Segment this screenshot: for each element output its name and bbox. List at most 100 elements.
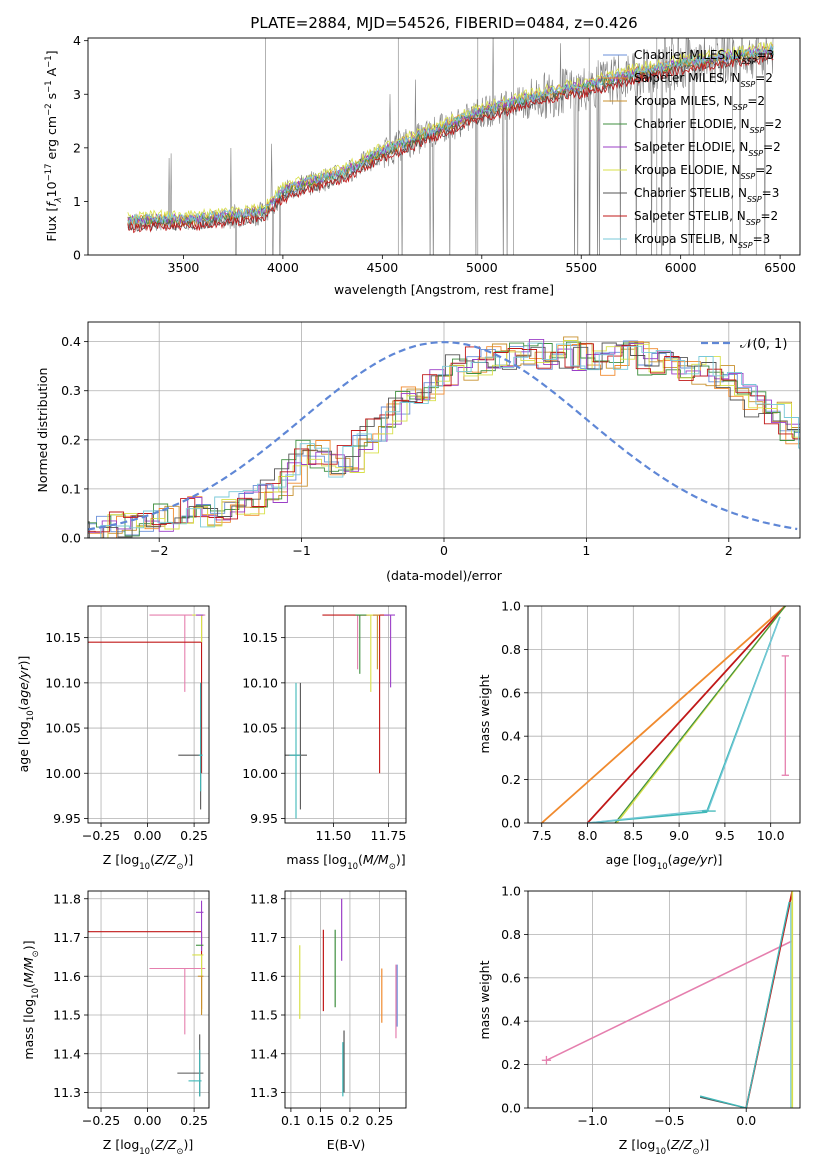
errorbar-cross [178, 682, 203, 810]
legend-label: Kroupa ELODIE, NSSP=2 [634, 163, 773, 181]
x-tick-label: −2 [150, 543, 168, 558]
errorbar-cross [188, 1049, 202, 1097]
y-tick-label: 11.8 [250, 891, 278, 906]
age_vs_mass-plot-area [285, 606, 406, 823]
residuals-frame: −2 −1 0 1 2 0.0 0.1 0.2 0.3 0.4 𝒩(0, 1) [61, 321, 801, 558]
errorbar-cross [289, 682, 301, 819]
y-tick-label: 3 [73, 87, 81, 102]
legend-label: Salpeter ELODIE, NSSP=2 [634, 140, 781, 158]
y-tick-label: 0 [73, 248, 81, 263]
y-tick-label: 0.2 [61, 432, 81, 447]
age_vs_Z-axes: −0.25 0.00 0.25 9.95 10.00 10.05 10.10 10.15 [45, 605, 210, 843]
y-tick-label: 11.4 [250, 1046, 278, 1061]
y-tick-label: 10.05 [45, 721, 81, 736]
y-tick-label: 11.4 [53, 1046, 81, 1061]
x-tick-label: 6500 [764, 260, 796, 275]
x-tick-label: 8.5 [623, 828, 643, 843]
spectrum-legend: Chabrier MILES, NSSP=3 Salpeter MILES, NS… [603, 48, 782, 250]
axes-frame [87, 605, 210, 824]
ageMass-xlabel: mass [log10(M/M⊙)] [286, 852, 405, 872]
weight_vs_Z-frame: −1.0 −0.5 0.0 0.0 0.2 0.4 0.6 0.8 1.0 [501, 884, 801, 1128]
axes-frame [527, 605, 801, 824]
y-tick-label: 0.3 [61, 383, 81, 398]
age_vs_Z-plot-area [88, 606, 209, 823]
y-tick-label: 9.95 [53, 811, 81, 826]
y-tick-label: 0.1 [61, 481, 81, 496]
hist-step-salpeter-miles [88, 341, 800, 538]
y-tick-label: 0.8 [501, 642, 521, 657]
legend-label: Kroupa MILES, NSSP=2 [634, 94, 765, 112]
residuals-xlabel: (data-model)/error [386, 568, 503, 583]
weight-line [541, 606, 786, 823]
y-tick-label: 11.8 [53, 891, 81, 906]
x-tick-label: 4000 [267, 260, 299, 275]
errorbar-cross [359, 614, 376, 692]
x-tick-label: 8.0 [578, 828, 598, 843]
axes-frame [87, 890, 210, 1109]
spectrum-ylabel: Flux [fλ10−17 erg cm−2 s−1 A−1] [44, 50, 64, 241]
x-tick-label: 10.0 [757, 828, 785, 843]
x-tick-label: 0 [440, 543, 448, 558]
weightAge-xlabel: age [log10(age/yr)] [606, 852, 723, 872]
y-tick-label: 1.0 [501, 599, 521, 614]
weightZ-line [699, 901, 790, 1108]
weightAge-ylabel: mass weight [477, 674, 492, 753]
spectrum-frame: 3500 4000 4500 5000 5500 6000 6500 0 1 2 3 4 Chabrie… [73, 33, 801, 275]
spectrum-xlabel: wavelength [Angstrom, rest frame] [334, 282, 554, 297]
y-tick-label: 1.0 [501, 884, 521, 899]
mass_vs_Z-plot-area [88, 891, 209, 1108]
y-tick-label: 0.2 [501, 772, 521, 787]
y-tick-label: 0.6 [501, 685, 521, 700]
x-tick-label: −0.25 [82, 1113, 120, 1128]
figure-title: PLATE=2884, MJD=54526, FIBERID=0484, z=0… [250, 14, 637, 32]
legend-label: Kroupa STELIB, NSSP=3 [634, 232, 770, 250]
mass_vs_Z-frame: −0.25 0.00 0.25 11.3 11.4 11.5 11.6 11.7 11.8 [53, 890, 210, 1128]
legend-label: Salpeter MILES, NSSP=2 [634, 71, 773, 89]
y-tick-label: 11.7 [53, 930, 81, 945]
weight_vs_age-plot-area [528, 606, 800, 823]
x-tick-label: −1 [292, 543, 310, 558]
x-tick-label: −1.0 [577, 1113, 607, 1128]
y-tick-label: 10.05 [242, 721, 278, 736]
errorbar-cross [88, 615, 203, 774]
y-tick-label: 11.3 [250, 1085, 278, 1100]
x-tick-label: 2 [725, 543, 733, 558]
legend-label: Salpeter STELIB, NSSP=2 [634, 209, 778, 227]
y-tick-label: 1 [73, 194, 81, 209]
errorbar-cross [197, 975, 204, 1015]
weight_vs_Z-plot-area [528, 891, 800, 1108]
y-tick-label: 0.8 [501, 927, 521, 942]
y-tick-label: 11.3 [53, 1085, 81, 1100]
x-tick-label: −0.25 [82, 828, 120, 843]
errorbar-cross [198, 682, 203, 792]
x-tick-label: 3500 [168, 260, 200, 275]
x-tick-label: 11.75 [371, 828, 407, 843]
y-tick-label: 0.2 [501, 1057, 521, 1072]
x-tick-label: −0.5 [654, 1113, 684, 1128]
errorbar-cross [373, 614, 380, 670]
weight-line [614, 606, 786, 823]
y-tick-label: 0.4 [61, 334, 81, 349]
y-tick-label: 2 [73, 140, 81, 155]
y-tick-label: 11.5 [250, 1008, 278, 1023]
x-tick-label: 5000 [466, 260, 498, 275]
x-tick-label: 9.5 [715, 828, 735, 843]
y-tick-label: 10.00 [242, 766, 278, 781]
y-tick-label: 0.4 [501, 729, 521, 744]
age_vs_Z-frame: −0.25 0.00 0.25 9.95 10.00 10.05 10.10 10.15 [45, 605, 210, 843]
mass_vs_ebv-frame: 0.1 0.15 0.2 0.25 11.3 11.4 11.5 11.6 11.7 11.8 [250, 890, 407, 1128]
x-tick-label: 0.25 [366, 1113, 394, 1128]
weight_vs_Z-axes: −1.0 −0.5 0.0 0.0 0.2 0.4 0.6 0.8 1.0 [501, 884, 801, 1128]
spectrum-axes: 3500 4000 4500 5000 5500 6000 6500 0 1 2 3 4 Chabrie… [73, 33, 801, 275]
weight-line [586, 606, 786, 823]
x-tick-label: 0.1 [281, 1113, 301, 1128]
weight_vs_age-axes: 7.5 8.0 8.5 9.0 9.5 10.0 0.0 0.2 0.4 0.6 0.8 1.0 [501, 599, 801, 843]
y-tick-label: 10.10 [45, 675, 81, 690]
weight-line [587, 616, 781, 823]
x-tick-label: 11.50 [316, 828, 352, 843]
errorbar-cross [88, 931, 203, 1010]
legend-label: Chabrier STELIB, NSSP=3 [634, 186, 779, 204]
axes-frame [284, 605, 407, 824]
legend-label: Chabrier MILES, NSSP=3 [634, 48, 774, 66]
